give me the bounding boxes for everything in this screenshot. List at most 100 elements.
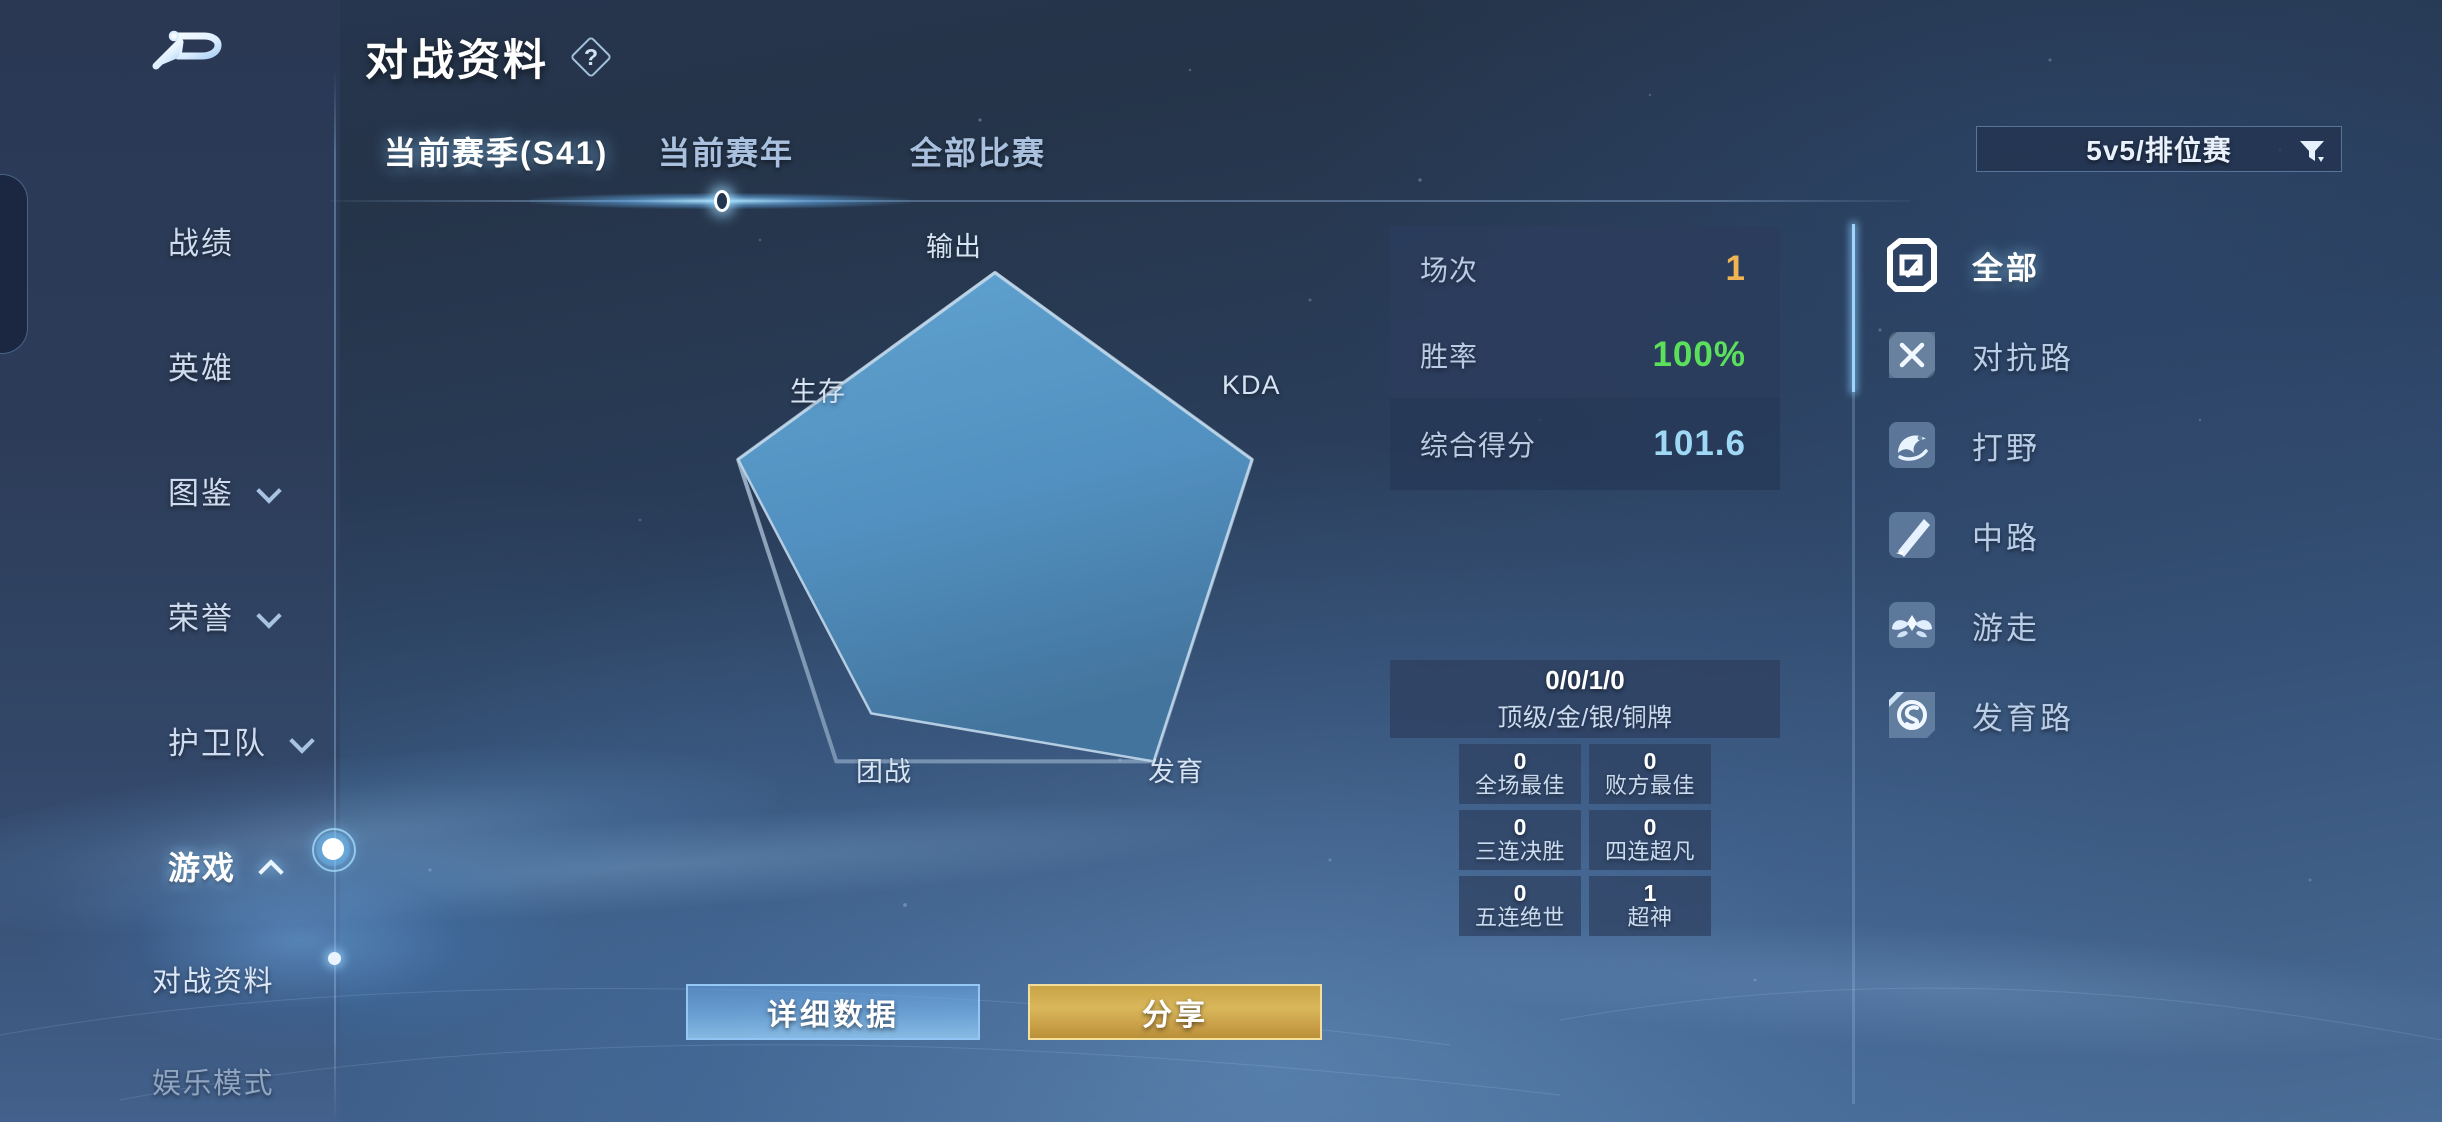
mode-filter-dropdown[interactable]: 5v5/排位赛 (1976, 126, 2342, 172)
medal-value: 0 (1643, 814, 1657, 841)
role-item-jungle[interactable]: 打野 (1884, 410, 2354, 480)
medal-label: 五连绝世 (1474, 905, 1565, 931)
share-button[interactable]: 分享 (1028, 984, 1322, 1040)
medal-summary-label: 顶级/金/银/铜牌 (1497, 703, 1673, 732)
stat-value: 1 (1725, 249, 1746, 288)
medal-summary: 0/0/1/0 顶级/金/银/铜牌 (1390, 660, 1780, 738)
role-item-label: 中路 (1972, 520, 2040, 556)
role-item-farm[interactable]: 发育路 (1884, 680, 2354, 750)
chevron-up-icon (258, 853, 284, 879)
role-mid-icon (1884, 507, 1940, 563)
medal-cell-legendary: 1 超神 (1589, 876, 1711, 936)
radar-axis-label-shuchu: 输出 (926, 232, 982, 262)
sidebar-item-label: 英雄 (168, 351, 234, 386)
chevron-down-icon (256, 603, 282, 629)
sidebar-item-huweidui[interactable]: 护卫队 (0, 678, 340, 803)
medal-grid: 0 全场最佳 0 败方最佳 0 三连决胜 0 四连超凡 0 五连绝世 1 超神 (1390, 744, 1780, 936)
role-item-mid[interactable]: 中路 (1884, 500, 2354, 570)
stat-row-matches: 场次 1 (1390, 226, 1780, 312)
page-title-text: 对战资料 (365, 37, 549, 85)
role-item-clash[interactable]: 对抗路 (1884, 320, 2354, 390)
chevron-down-icon (256, 478, 282, 504)
radar-axis-label-fayu: 发育 (1148, 757, 1204, 787)
page-title: 对战资料 ? (365, 26, 613, 88)
detail-data-button-label: 详细数据 (767, 999, 899, 1032)
role-farm-icon (1884, 687, 1940, 743)
sidebar-item-label: 护卫队 (168, 726, 267, 761)
sidebar-background (0, 0, 340, 1122)
role-item-label: 全部 (1972, 250, 2040, 286)
stat-value: 100% (1652, 335, 1746, 374)
radar-axis-label-shengcun: 生存 (790, 377, 846, 407)
sidebar-item-label: 游戏 (168, 849, 237, 886)
medal-cell-triple-kill: 0 三连决胜 (1459, 810, 1581, 870)
sidebar-item-label: 图鉴 (168, 476, 234, 511)
sidebar-nav: 战绩 英雄 图鉴 荣誉 护卫队 游戏 对战资料 娱乐模式 (0, 178, 340, 1122)
stat-value: 101.6 (1653, 424, 1746, 463)
ability-radar-chart: 输出 KDA 发育 团战 生存 (600, 225, 1390, 945)
medal-cell-penta-kill: 0 五连绝世 (1459, 876, 1581, 936)
medal-label: 败方最佳 (1604, 773, 1695, 799)
sidebar-item-youxi[interactable]: 游戏 (0, 803, 340, 928)
medal-value: 0 (1513, 748, 1527, 775)
role-item-label: 打野 (1972, 430, 2040, 466)
sidebar-subitem-duizhanziliao[interactable]: 对战资料 (0, 928, 340, 1030)
sidebar-item-label: 荣誉 (168, 601, 234, 636)
tab-current-season[interactable]: 当前赛季(S41) (384, 135, 609, 171)
role-roam-icon (1884, 597, 1940, 653)
role-filter-list: 全部 对抗路 打野 (1852, 224, 2372, 1104)
sidebar-subactive-indicator-dot (328, 952, 341, 965)
stat-label: 综合得分 (1420, 430, 1537, 461)
role-item-label: 对抗路 (1972, 340, 2074, 376)
tab-all-matches[interactable]: 全部比赛 (910, 135, 1047, 171)
detail-data-button[interactable]: 详细数据 (686, 984, 980, 1040)
sidebar-active-indicator-dot (312, 828, 356, 872)
sidebar-item-rongyu[interactable]: 荣誉 (0, 553, 340, 678)
role-list-scrollbar-track[interactable] (1852, 224, 1855, 1104)
stat-label: 胜率 (1420, 341, 1479, 372)
sidebar-item-label: 战绩 (168, 226, 234, 261)
tab-active-marker (714, 190, 730, 212)
sidebar-item-zhanji[interactable]: 战绩 (0, 178, 340, 303)
medal-value: 1 (1643, 880, 1657, 907)
back-swoosh-logo-icon[interactable] (140, 24, 260, 88)
sidebar: 战绩 英雄 图鉴 荣誉 护卫队 游戏 对战资料 娱乐模式 (0, 0, 340, 1122)
sidebar-rail-divider (334, 70, 336, 1122)
summary-stats-panel: 场次 1 胜率 100% (1390, 226, 1780, 398)
stat-row-winrate: 胜率 100% (1390, 312, 1780, 398)
medal-label: 三连决胜 (1474, 839, 1565, 865)
medal-value: 0 (1513, 880, 1527, 907)
medal-value: 0 (1513, 814, 1527, 841)
role-item-roam[interactable]: 游走 (1884, 590, 2354, 660)
chevron-down-icon (289, 728, 315, 754)
sidebar-subitem-label: 娱乐模式 (152, 1068, 275, 1100)
funnel-filter-icon (2297, 137, 2327, 165)
help-diamond-icon[interactable]: ? (569, 35, 613, 79)
medals-panel: 0/0/1/0 顶级/金/银/铜牌 0 全场最佳 0 败方最佳 0 三连决胜 0… (1390, 660, 1780, 1110)
medal-summary-value: 0/0/1/0 (1545, 664, 1625, 695)
medal-label: 超神 (1627, 905, 1673, 931)
medal-cell-mvp: 0 全场最佳 (1459, 744, 1581, 804)
sidebar-subitem-label: 对战资料 (152, 966, 275, 998)
tab-current-year[interactable]: 当前赛年 (658, 135, 795, 171)
stat-label: 场次 (1420, 255, 1479, 286)
role-jungle-icon (1884, 417, 1940, 473)
role-list-scrollbar-thumb[interactable] (1852, 224, 1855, 392)
tab-underline (330, 200, 1910, 202)
medal-label: 全场最佳 (1474, 773, 1565, 799)
role-item-label: 发育路 (1972, 700, 2074, 736)
share-button-label: 分享 (1142, 999, 1208, 1032)
radar-axis-label-kda: KDA (1222, 370, 1281, 400)
role-clash-icon (1884, 327, 1940, 383)
sidebar-item-tujian[interactable]: 图鉴 (0, 428, 340, 553)
stat-row-score: 综合得分 101.6 (1390, 398, 1780, 490)
medal-value: 0 (1643, 748, 1657, 775)
role-all-icon (1884, 237, 1940, 293)
left-edge-panel-handle[interactable] (0, 174, 28, 354)
mode-filter-value: 5v5/排位赛 (2086, 135, 2232, 166)
role-item-all[interactable]: 全部 (1884, 230, 2354, 300)
sidebar-subitem-yulemoshi[interactable]: 娱乐模式 (0, 1030, 340, 1122)
medal-cell-quadra-kill: 0 四连超凡 (1589, 810, 1711, 870)
sidebar-item-yingxiong[interactable]: 英雄 (0, 303, 340, 428)
